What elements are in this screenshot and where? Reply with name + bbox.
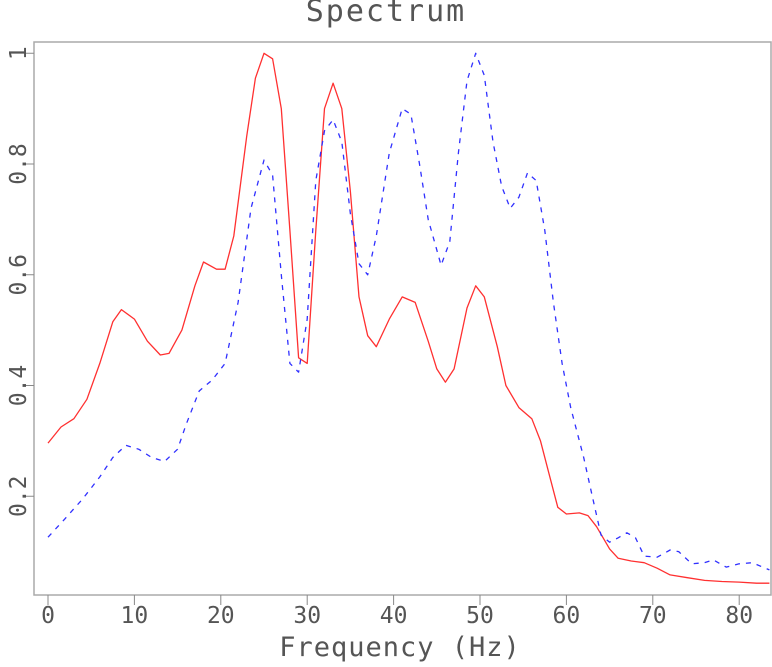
x-tick-label: 40: [380, 603, 408, 629]
x-tick-label: 0: [41, 603, 55, 629]
x-tick-label: 50: [466, 603, 494, 629]
series-line-dashed-blue: [47, 52, 770, 571]
series-line-solid-red: [47, 52, 770, 584]
y-tick-label: 1: [6, 46, 32, 60]
x-axis-label: Frequency (Hz): [279, 632, 521, 663]
x-tick-label: 80: [725, 603, 753, 629]
plot-frame: [33, 41, 772, 596]
plot-border: [33, 41, 772, 596]
x-tick-label: 60: [553, 603, 581, 629]
x-tick-label: 30: [293, 603, 321, 629]
x-tick-label: 10: [121, 603, 149, 629]
y-tick-label: 0.6: [6, 254, 32, 296]
series-group: [47, 52, 770, 584]
x-tick-label: 20: [207, 603, 235, 629]
chart-title: Spectrum: [305, 0, 467, 29]
x-tick-label: 70: [639, 603, 667, 629]
y-axis: 0.2 0.4 0.6 0.8 1: [6, 46, 34, 517]
y-tick-label: 0.4: [6, 365, 32, 407]
y-tick-label: 0.8: [6, 143, 32, 185]
x-axis: 0 10 20 30 40 50 60 70 80: [41, 595, 753, 629]
y-tick-label: 0.2: [6, 475, 32, 517]
